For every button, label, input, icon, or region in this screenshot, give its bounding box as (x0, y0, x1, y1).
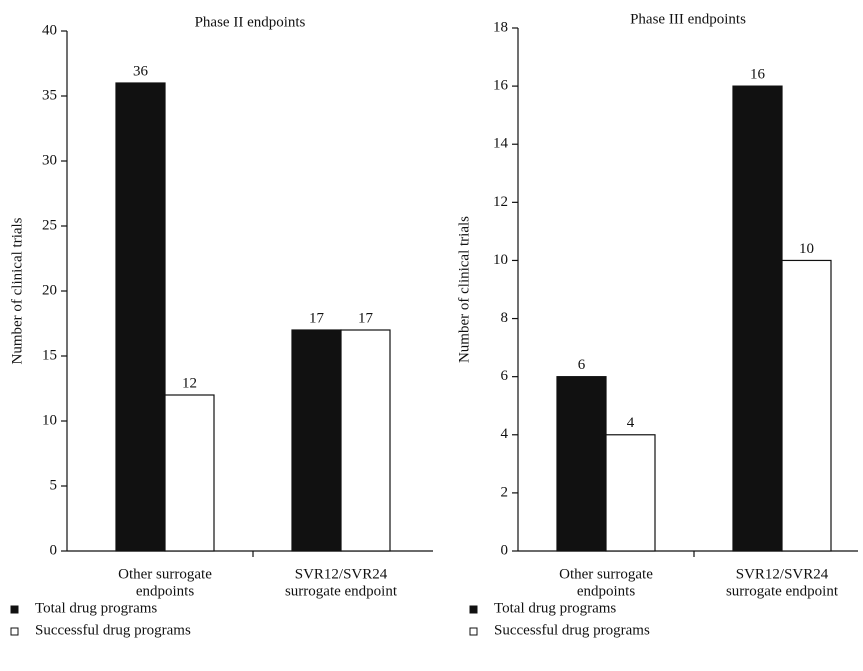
bar (115, 82, 166, 552)
legend-label: Total drug programs (494, 600, 616, 616)
y-tick-label: 25 (42, 217, 57, 233)
y-tick-label: 8 (501, 310, 509, 326)
y-tick-label: 18 (493, 19, 508, 35)
x-tick-label: surrogate endpoint (726, 583, 839, 599)
x-tick-label: SVR12/SVR24 (736, 566, 829, 582)
x-tick-label: surrogate endpoint (285, 583, 398, 599)
y-tick-label: 14 (493, 136, 509, 152)
value-label: 4 (627, 415, 635, 431)
y-tick-label: 15 (42, 347, 57, 363)
bar (556, 376, 607, 552)
legend-label: Total drug programs (35, 600, 157, 616)
y-tick-label: 2 (501, 484, 509, 500)
value-label: 10 (799, 241, 814, 257)
y-tick-label: 20 (42, 282, 57, 298)
x-tick-label: endpoints (136, 583, 194, 599)
value-label: 17 (358, 310, 374, 326)
value-label: 16 (750, 67, 766, 83)
y-tick-label: 0 (50, 542, 58, 558)
legend-marker (469, 627, 478, 636)
legend-label: Successful drug programs (494, 622, 650, 638)
bar (732, 85, 783, 552)
legend-marker (10, 627, 19, 636)
x-tick-label: endpoints (577, 583, 635, 599)
bar (605, 434, 656, 552)
value-label: 12 (182, 375, 197, 391)
y-tick-label: 10 (493, 252, 508, 268)
legend-marker (469, 605, 478, 614)
y-tick-label: 12 (493, 194, 508, 210)
x-tick-label: Other surrogate (559, 566, 653, 582)
y-tick-label: 35 (42, 87, 57, 103)
y-tick-label: 6 (501, 368, 509, 384)
y-axis-title: Number of clinical trials (9, 217, 25, 364)
legend-marker (10, 605, 19, 614)
y-tick-label: 40 (42, 22, 57, 38)
y-tick-label: 30 (42, 152, 57, 168)
x-tick-label: Other surrogate (118, 566, 212, 582)
y-tick-label: 4 (501, 426, 509, 442)
y-tick-label: 16 (493, 78, 509, 94)
y-tick-label: 0 (501, 542, 509, 558)
chart-title: Phase III endpoints (630, 11, 746, 27)
value-label: 17 (309, 310, 325, 326)
bar (340, 329, 391, 552)
legend-label: Successful drug programs (35, 622, 191, 638)
x-tick-label: SVR12/SVR24 (295, 566, 388, 582)
chart-title: Phase II endpoints (195, 14, 306, 30)
y-tick-label: 10 (42, 412, 57, 428)
value-label: 36 (133, 63, 149, 79)
bar (164, 394, 215, 552)
bar (781, 259, 832, 552)
y-axis-title: Number of clinical trials (456, 216, 472, 363)
value-label: 6 (578, 357, 586, 373)
y-tick-label: 5 (50, 477, 58, 493)
bar (291, 329, 342, 552)
